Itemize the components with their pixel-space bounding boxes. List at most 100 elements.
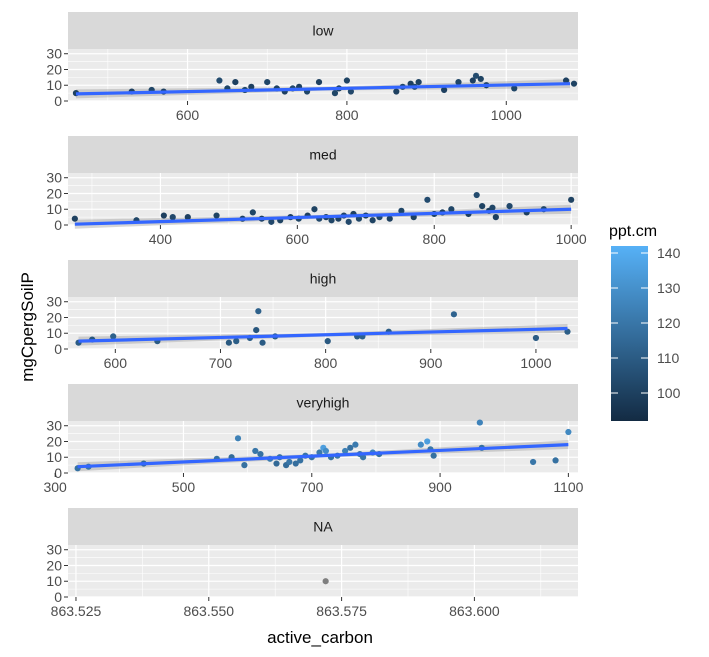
- y-tick-label: 10: [46, 325, 62, 341]
- data-point: [529, 458, 537, 466]
- data-point: [441, 86, 448, 94]
- trend-line: [74, 207, 572, 226]
- data-point: [184, 214, 191, 221]
- x-tick-label: 900: [428, 479, 452, 495]
- plot-background: [68, 545, 578, 597]
- facet-strip: [68, 136, 578, 173]
- facet-strip-label: low: [312, 23, 334, 39]
- data-point: [273, 460, 280, 467]
- data-point: [225, 339, 232, 346]
- y-tick-label: 30: [46, 418, 62, 434]
- x-tick-label: 1000: [491, 107, 522, 123]
- x-tick-label: 400: [149, 231, 173, 247]
- x-tick-label: 800: [423, 231, 447, 247]
- x-tick-label: 900: [419, 355, 443, 371]
- legend-title: ppt.cm: [609, 223, 657, 240]
- data-point: [506, 202, 513, 210]
- legend-tick-label: 130: [657, 280, 681, 296]
- data-point: [489, 204, 496, 211]
- data-point: [347, 444, 354, 451]
- y-tick-label: 0: [54, 341, 62, 357]
- data-point: [110, 333, 117, 340]
- data-point: [568, 196, 575, 203]
- data-point: [552, 457, 559, 464]
- data-point: [234, 435, 242, 442]
- y-tick-label: 20: [46, 309, 62, 325]
- trend-line: [75, 82, 571, 96]
- data-point: [253, 326, 260, 334]
- data-point: [424, 438, 431, 445]
- data-point: [359, 454, 367, 461]
- data-point: [511, 85, 518, 92]
- data-point: [469, 77, 476, 84]
- data-point: [257, 450, 264, 458]
- data-point: [322, 447, 329, 455]
- trend-line: [78, 326, 568, 343]
- y-tick-label: 0: [54, 465, 62, 481]
- data-point: [311, 206, 318, 213]
- data-point: [249, 209, 256, 216]
- legend-tick-label: 140: [657, 245, 681, 261]
- data-point: [213, 212, 220, 219]
- x-tick-label: 1100: [553, 479, 583, 495]
- data-point: [473, 191, 480, 199]
- facet-strip: [68, 508, 578, 545]
- data-point: [71, 215, 78, 222]
- x-tick-label: 600: [176, 107, 200, 123]
- data-point: [169, 214, 176, 221]
- y-tick-label: 20: [46, 433, 62, 449]
- x-tick-label: 700: [300, 479, 324, 495]
- data-point: [160, 212, 167, 219]
- facet-strip-label: med: [309, 147, 336, 163]
- facet-strip-label: NA: [313, 519, 333, 535]
- data-point: [255, 308, 262, 315]
- y-tick-label: 10: [46, 77, 62, 93]
- data-point: [286, 458, 293, 466]
- data-point: [479, 202, 486, 210]
- data-point: [472, 72, 480, 79]
- data-point: [417, 441, 424, 448]
- data-point: [532, 334, 540, 342]
- y-tick-label: 0: [54, 93, 62, 109]
- x-tick-label: 863.575: [316, 603, 367, 619]
- data-point: [343, 77, 351, 84]
- facet-strip: [68, 12, 578, 49]
- facet-strip-label: high: [310, 271, 336, 287]
- data-point: [316, 449, 323, 456]
- x-axis-title: active_carbon: [267, 628, 373, 647]
- data-point: [430, 452, 437, 459]
- data-point: [232, 78, 239, 86]
- data-point: [297, 457, 304, 464]
- color-legend: ppt.cm 100 110 120 130 140: [609, 223, 681, 421]
- data-point: [264, 78, 271, 86]
- legend-tick-label: 100: [657, 385, 681, 401]
- x-tick-label: 800: [335, 107, 359, 123]
- data-point: [398, 207, 405, 214]
- y-tick-label: 10: [46, 449, 62, 465]
- data-point: [233, 338, 240, 345]
- x-tick-label: 700: [209, 355, 233, 371]
- y-tick-label: 30: [46, 542, 62, 558]
- data-point: [570, 80, 578, 87]
- data-point: [252, 447, 259, 455]
- legend-tick-label: 120: [657, 315, 681, 331]
- x-tick-label: 600: [286, 231, 310, 247]
- data-point: [448, 206, 455, 213]
- data-point: [345, 218, 352, 225]
- data-point: [565, 428, 572, 436]
- data-point: [322, 578, 329, 585]
- y-tick-label: 10: [46, 201, 62, 217]
- data-point: [216, 77, 223, 84]
- x-tick-label: 863.550: [183, 603, 234, 619]
- data-point: [562, 77, 570, 84]
- data-point: [328, 217, 335, 224]
- legend-colorbar: [611, 246, 648, 421]
- y-tick-label: 30: [46, 294, 62, 310]
- x-tick-label: 600: [104, 355, 128, 371]
- data-point: [477, 75, 484, 83]
- x-tick-label: 800: [314, 355, 338, 371]
- data-point: [393, 88, 400, 95]
